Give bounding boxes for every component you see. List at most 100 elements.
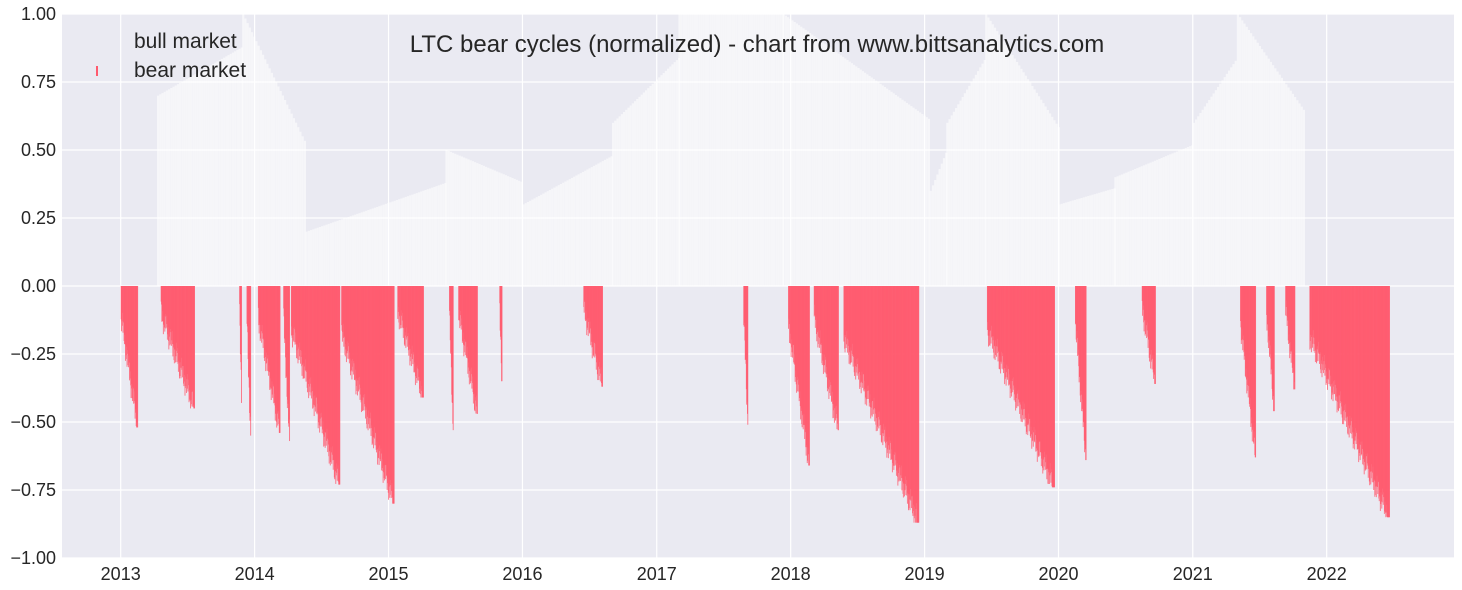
bull-bar [504, 175, 508, 286]
bull-bar [963, 93, 967, 286]
bull-bar [929, 190, 932, 286]
bull-bar [656, 79, 659, 286]
bull-bar [755, 14, 758, 286]
chart-title: LTC bear cycles (normalized) - chart fro… [410, 31, 1104, 58]
bull-bar [373, 207, 377, 286]
bull-bar [329, 223, 333, 286]
bull-bar [159, 94, 162, 286]
bull-bar [1252, 36, 1255, 286]
bull-bar [636, 98, 639, 286]
bull-bar [220, 58, 224, 286]
bull-bar [259, 50, 262, 287]
bull-bar [203, 69, 206, 286]
bull-bar [1093, 194, 1096, 286]
bull-bar [653, 81, 657, 286]
bull-bar [779, 14, 782, 286]
bull-bar [411, 194, 414, 286]
bull-bar [1201, 109, 1204, 286]
bull-bar [1278, 74, 1281, 287]
bull-bar [343, 218, 346, 286]
bull-bar [292, 118, 295, 287]
bull-bar [1051, 116, 1054, 286]
bull-bar [667, 68, 670, 286]
bull-bar [762, 14, 765, 286]
bull-bar [590, 167, 593, 286]
bull-bar [1073, 199, 1077, 286]
bear-market-series [120, 286, 1390, 523]
bull-bar [336, 220, 339, 286]
bull-bar [1069, 201, 1072, 286]
bull-bar [417, 192, 421, 286]
bull-bar [1276, 71, 1279, 286]
bull-bar [433, 186, 436, 286]
bull-bar [800, 26, 803, 287]
bull-bar [961, 96, 964, 286]
bull-bar [321, 226, 324, 286]
bull-bar [850, 63, 854, 286]
bull-bar [283, 100, 287, 287]
bull-bar [831, 48, 834, 287]
bull-bar [185, 79, 188, 286]
bull-bar [318, 226, 322, 286]
x-tick-label: 2015 [369, 564, 409, 584]
bull-bar [658, 77, 661, 286]
bear-bar [1085, 286, 1087, 461]
x-axis: 2013 2014 2015 2016 2017 2018 2019 2020 2021 2022 [101, 564, 1347, 584]
bull-bar [404, 196, 407, 286]
x-tick-label: 2019 [905, 564, 945, 584]
bull-bar [323, 225, 326, 286]
bull-bar [910, 106, 913, 286]
bull-bar [1178, 150, 1181, 286]
bear-bar [808, 286, 810, 466]
bull-bar [489, 168, 492, 286]
bull-bar [620, 114, 623, 286]
bull-bar [272, 77, 276, 286]
bull-bar [811, 34, 814, 286]
bull-bar [529, 200, 532, 286]
bull-bar [305, 231, 308, 286]
bull-bar [735, 14, 738, 286]
bull-bar [524, 203, 527, 286]
bull-bar [744, 14, 747, 286]
bull-bar [194, 74, 197, 286]
bull-bar [1131, 169, 1135, 286]
bull-bar [1089, 195, 1092, 286]
bull-bar [277, 86, 280, 286]
bear-bar [279, 286, 281, 433]
bull-bar [1151, 161, 1154, 286]
y-tick-label: 0.25 [21, 208, 56, 228]
bull-bar [709, 14, 712, 286]
bull-bar [1241, 20, 1244, 287]
bull-bar [476, 163, 479, 286]
bull-bar [1294, 97, 1297, 286]
bull-bar [1007, 48, 1010, 286]
y-tick-label: 0.00 [21, 276, 56, 296]
bull-bar [365, 210, 368, 286]
bull-bar [925, 117, 928, 286]
bull-bar [369, 209, 372, 286]
bull-bar [680, 14, 683, 286]
bull-bar [452, 152, 455, 286]
bull-bar [998, 34, 1001, 286]
bull-bar [592, 165, 596, 286]
bull-bar [431, 187, 434, 286]
bull-bar [354, 214, 357, 286]
bull-bar [181, 81, 184, 286]
bull-bar [1037, 96, 1041, 286]
bull-bar [1265, 55, 1268, 286]
bull-bar [299, 131, 302, 286]
bull-bar [742, 14, 745, 286]
bull-bar [903, 101, 906, 286]
bull-bar [955, 108, 958, 286]
bull-bar [945, 152, 948, 286]
bull-bar [773, 14, 776, 286]
bull-bar [936, 174, 939, 286]
bull-bar [1236, 14, 1239, 286]
bull-bar [966, 89, 969, 286]
bull-bar [214, 62, 217, 286]
bull-bar [257, 45, 260, 286]
bear-bar [241, 286, 242, 403]
bull-bar [234, 51, 237, 286]
bull-bar [927, 118, 931, 286]
bear-bar [250, 286, 252, 436]
